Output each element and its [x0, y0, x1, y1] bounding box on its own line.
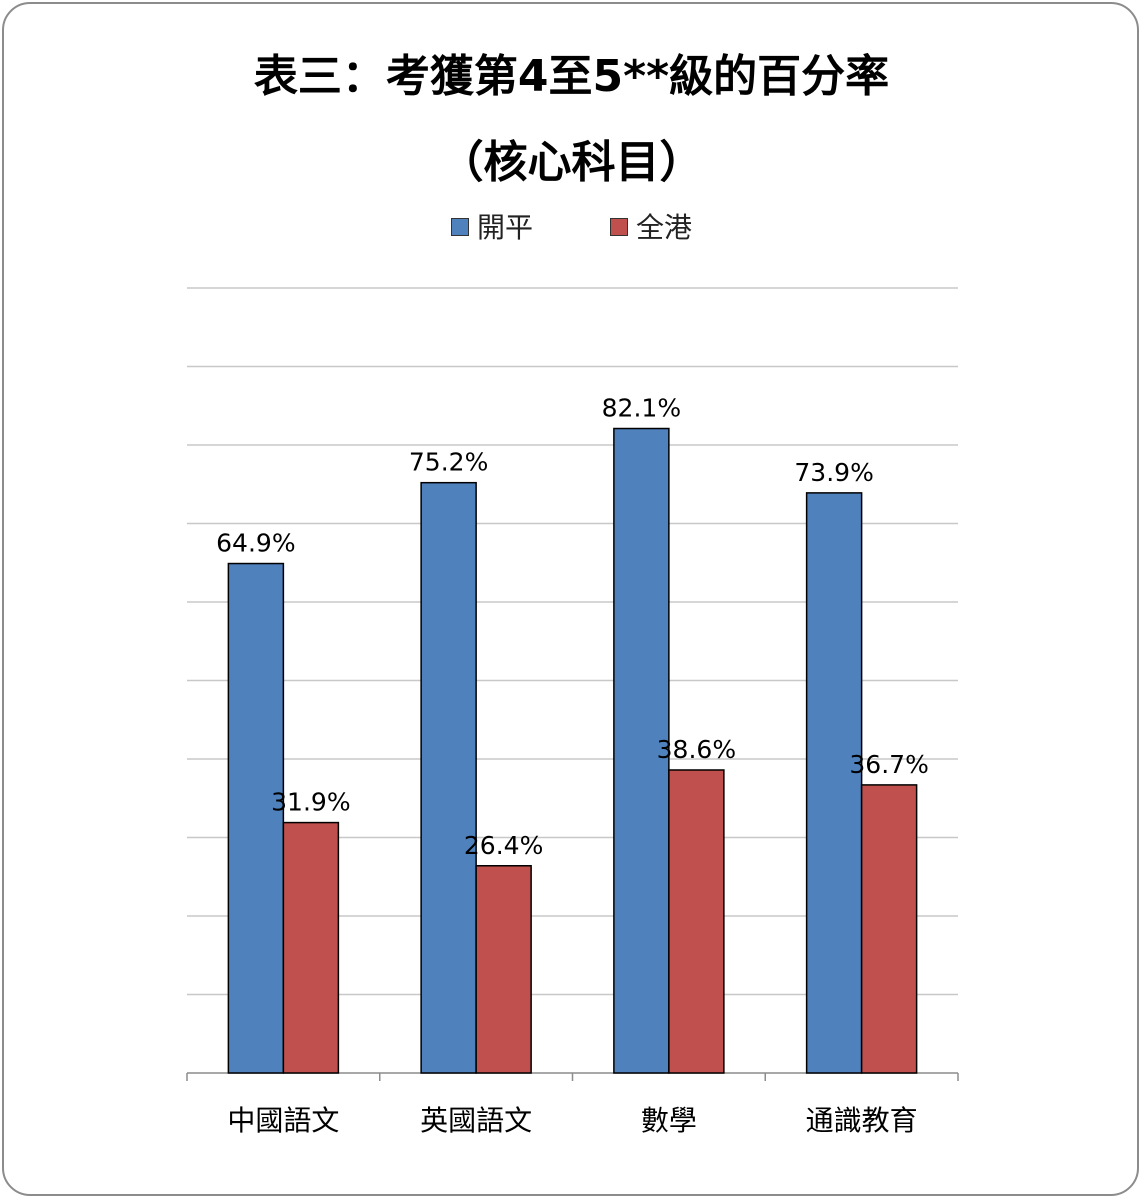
legend-label-kaiping: 開平 [477, 211, 534, 244]
bar-hongkong [475, 865, 532, 1074]
bar-kaiping [227, 562, 285, 1074]
legend-item-hongkong: 全港 [609, 206, 692, 246]
x-tick-label: 中國語文 [227, 1104, 339, 1137]
data-label: 36.7% [849, 750, 928, 779]
x-tick-label: 英國語文 [420, 1104, 532, 1137]
data-label: 73.9% [794, 458, 873, 487]
bar-kaiping [613, 427, 670, 1074]
legend: 開平 全港 [0, 206, 1143, 246]
x-tick-label: 數學 [641, 1104, 697, 1137]
data-label: 82.1% [602, 394, 681, 423]
data-label: 64.9% [216, 529, 295, 558]
data-label: 26.4% [464, 831, 543, 860]
data-label: 75.2% [409, 448, 488, 477]
data-label: 31.9% [271, 788, 350, 817]
chart-subtitle: （核心科目） [439, 137, 704, 188]
bar-hongkong [282, 821, 340, 1074]
legend-swatch-kaiping [451, 218, 470, 236]
data-label: 38.6% [657, 735, 736, 764]
x-tick-label: 通識教育 [806, 1104, 918, 1137]
bar-hongkong [860, 784, 918, 1074]
chart-title: 表三：考獲第4至5**級的百分率 [253, 51, 890, 102]
legend-swatch-hongkong [609, 218, 628, 236]
bar-hongkong [668, 769, 725, 1074]
legend-label-hongkong: 全港 [635, 211, 692, 244]
bar-kaiping [805, 492, 863, 1074]
bar-kaiping [420, 481, 477, 1074]
legend-item-kaiping: 開平 [451, 206, 533, 246]
